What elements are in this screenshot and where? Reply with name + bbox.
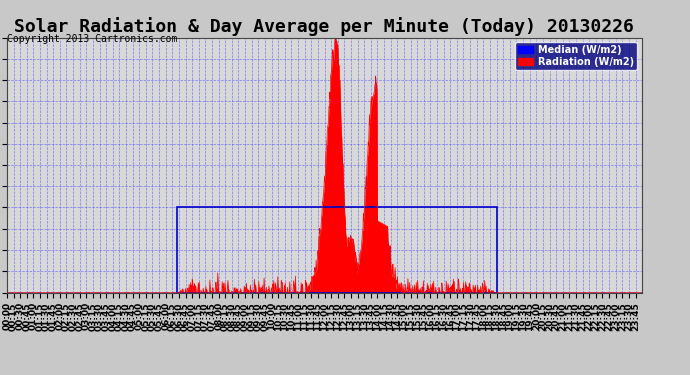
Legend: Median (W/m2), Radiation (W/m2): Median (W/m2), Radiation (W/m2) <box>515 42 637 70</box>
Bar <box>177 207 497 292</box>
Text: Copyright 2013 Cartronics.com: Copyright 2013 Cartronics.com <box>7 34 177 44</box>
Title: Solar Radiation & Day Average per Minute (Today) 20130226: Solar Radiation & Day Average per Minute… <box>14 17 634 36</box>
